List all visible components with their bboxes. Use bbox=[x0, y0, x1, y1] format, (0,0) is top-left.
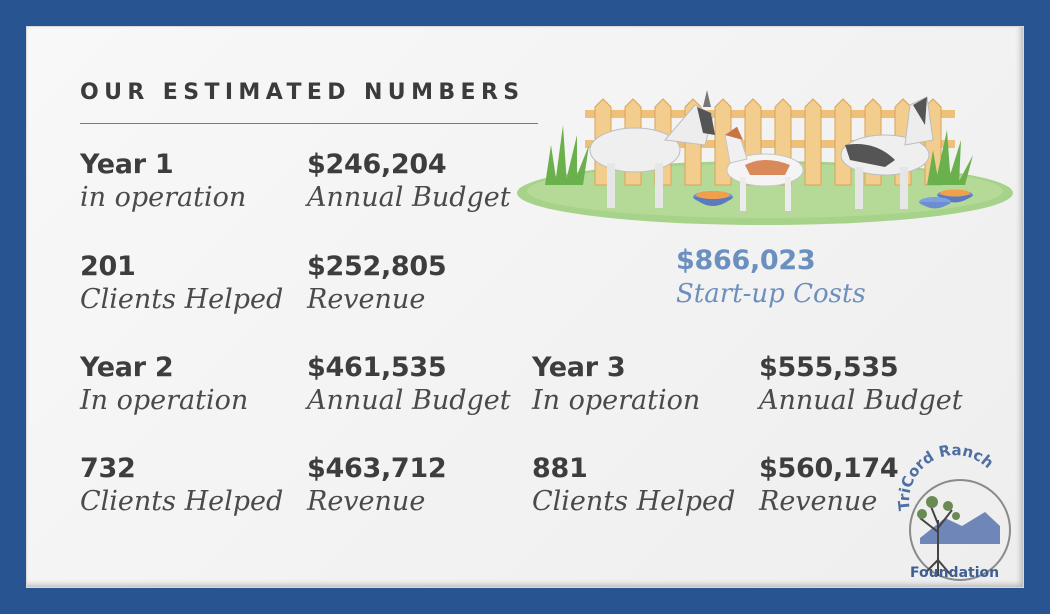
svg-text:TriCord Ranch: TriCord Ranch bbox=[895, 441, 997, 512]
stat-value: Year 3 bbox=[532, 352, 626, 383]
stat-year1-budget: $246,204 Annual Budget bbox=[307, 149, 511, 215]
section-heading: OUR ESTIMATED NUMBERS bbox=[80, 80, 525, 105]
goat-icon bbox=[724, 126, 804, 211]
stat-value: $461,535 bbox=[307, 352, 447, 383]
stat-year2-revenue: $463,712 Revenue bbox=[307, 453, 447, 519]
stat-label: Clients Helped bbox=[80, 284, 284, 315]
stat-value: $555,535 bbox=[759, 352, 899, 383]
stat-startup-costs: $866,023 Start-up Costs bbox=[676, 245, 866, 311]
stat-label: Clients Helped bbox=[532, 486, 736, 517]
stat-year1-clients: 201 Clients Helped bbox=[80, 251, 283, 317]
goat-icon bbox=[589, 90, 715, 208]
logo-arc-text: TriCord Ranch bbox=[895, 441, 997, 512]
stat-year3-revenue: $560,174 Revenue bbox=[759, 453, 899, 519]
bowl-icon bbox=[919, 189, 973, 209]
stat-year2-clients: 732 Clients Helped bbox=[80, 453, 283, 519]
logo-name: Foundation bbox=[910, 565, 1000, 581]
stat-label: Annual Budget bbox=[307, 385, 511, 416]
stat-value: $463,712 bbox=[307, 453, 447, 484]
goat-icon bbox=[840, 96, 934, 209]
heading-divider bbox=[80, 123, 538, 124]
stat-value: $560,174 bbox=[759, 453, 899, 484]
stat-year1-revenue: $252,805 Revenue bbox=[307, 251, 447, 317]
stat-value: $866,023 bbox=[676, 245, 816, 276]
stat-value: 201 bbox=[80, 251, 136, 282]
tricord-ranch-logo: TriCord Ranch bbox=[895, 441, 1011, 581]
stat-label: In operation bbox=[80, 385, 249, 416]
stat-year2-budget: $461,535 Annual Budget bbox=[307, 352, 511, 418]
fence-icon bbox=[585, 110, 955, 148]
stat-year3-budget: $555,535 Annual Budget bbox=[759, 352, 963, 418]
stat-value: 881 bbox=[532, 453, 588, 484]
stat-label: In operation bbox=[532, 385, 701, 416]
stat-label: Clients Helped bbox=[80, 486, 284, 517]
stat-label: Revenue bbox=[307, 486, 426, 517]
stat-label: in operation bbox=[80, 182, 247, 213]
stat-label: Annual Budget bbox=[307, 182, 511, 213]
stat-year3: Year 3 In operation bbox=[532, 352, 700, 418]
stat-year3-clients: 881 Clients Helped bbox=[532, 453, 735, 519]
numbers-card bbox=[26, 26, 1024, 588]
stat-value: $252,805 bbox=[307, 251, 447, 282]
stat-value: Year 1 bbox=[80, 149, 174, 180]
bowl-icon bbox=[693, 191, 733, 206]
stat-value: $246,204 bbox=[307, 149, 447, 180]
goats-illustration bbox=[517, 90, 1013, 225]
stat-value: Year 2 bbox=[80, 352, 174, 383]
stat-value: 732 bbox=[80, 453, 136, 484]
stat-year2: Year 2 In operation bbox=[80, 352, 248, 418]
stat-label: Revenue bbox=[759, 486, 878, 517]
stat-year1: Year 1 in operation bbox=[80, 149, 246, 215]
stat-label: Annual Budget bbox=[759, 385, 963, 416]
stat-label: Start-up Costs bbox=[676, 279, 866, 309]
stat-label: Revenue bbox=[307, 284, 426, 315]
